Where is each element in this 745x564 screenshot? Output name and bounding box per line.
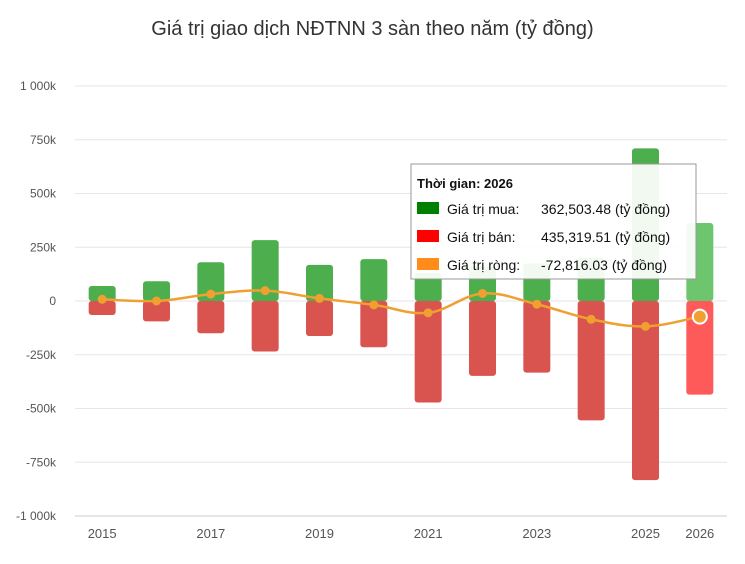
x-tick-label: 2023: [522, 526, 551, 541]
bar-sell-2016: [143, 301, 170, 322]
net-point-2017: [206, 289, 216, 299]
net-line: [102, 289, 701, 328]
x-tick-label: 2021: [414, 526, 443, 541]
x-tick-label: 2019: [305, 526, 334, 541]
net-point-2019: [315, 293, 324, 303]
y-tick-label: 500k: [30, 187, 57, 201]
bar-sell-2025: [632, 301, 659, 481]
net-point-2025: [641, 321, 650, 331]
bar-buy-2019: [306, 264, 333, 301]
bar-sell-2018: [251, 301, 279, 352]
x-tick-label: 2025: [631, 526, 660, 541]
x-tick-label: 2015: [88, 526, 117, 541]
tooltip-box: [410, 163, 697, 280]
y-tick-label: -1 000k: [16, 509, 57, 523]
y-tick-label: 750k: [30, 133, 57, 147]
y-tick-label: 250k: [30, 240, 57, 254]
tooltip-label: Giá trị mua:: [447, 201, 519, 217]
x-tick-label: 2026: [685, 526, 714, 541]
bar-buy-2017: [197, 262, 225, 301]
bar-sell-2021: [414, 301, 442, 403]
bar-sell-2026: [686, 301, 714, 395]
bar-buy-2015: [88, 285, 116, 301]
tooltip-swatch: [417, 230, 439, 242]
bar-buy-2018: [251, 240, 279, 301]
bar-sell-2015: [88, 301, 116, 315]
y-tick-label: -500k: [26, 402, 57, 416]
tooltip-title: Thời gian: 2026: [417, 176, 513, 191]
y-tick-label: -250k: [26, 348, 57, 362]
tooltip-label: Giá trị ròng:: [447, 257, 520, 273]
net-point-2015: [97, 294, 107, 304]
bar-sell-2022: [469, 301, 496, 376]
bar-buy-2016: [143, 281, 170, 301]
net-point-2024: [586, 314, 596, 324]
tooltip-value: 362,503.48 (tỷ đồng): [541, 201, 670, 217]
tooltip-value: -72,816.03 (tỷ đồng): [541, 257, 667, 273]
tooltip-value: 435,319.51 (tỷ đồng): [541, 229, 670, 245]
bar-buy-2020: [360, 259, 388, 301]
tooltip-swatch: [417, 202, 439, 214]
chart-title: Giá trị giao dịch NĐTNN 3 sàn theo năm (…: [151, 18, 594, 40]
bar-buy-2021: [414, 273, 442, 301]
net-point-2026: [691, 308, 708, 325]
net-point-2023: [532, 299, 542, 309]
tooltip-label: Giá trị bán:: [447, 229, 515, 245]
y-tick-label: -750k: [26, 455, 57, 469]
bar-sell-2019: [306, 301, 333, 337]
tooltip-swatch: [417, 258, 439, 270]
net-point-2022: [478, 288, 487, 298]
x-tick-label: 2017: [196, 526, 225, 541]
net-point-2020: [369, 300, 379, 310]
y-tick-label: 1 000k: [20, 79, 57, 93]
bar-sell-2017: [197, 301, 225, 334]
y-tick-label: 0: [49, 294, 56, 308]
bar-sell-2020: [360, 301, 388, 348]
net-point-2016: [152, 296, 161, 306]
bar-sell-2023: [523, 301, 551, 373]
net-point-2018: [260, 286, 270, 296]
bar-sell-2024: [577, 301, 605, 421]
net-point-2021: [423, 308, 433, 318]
